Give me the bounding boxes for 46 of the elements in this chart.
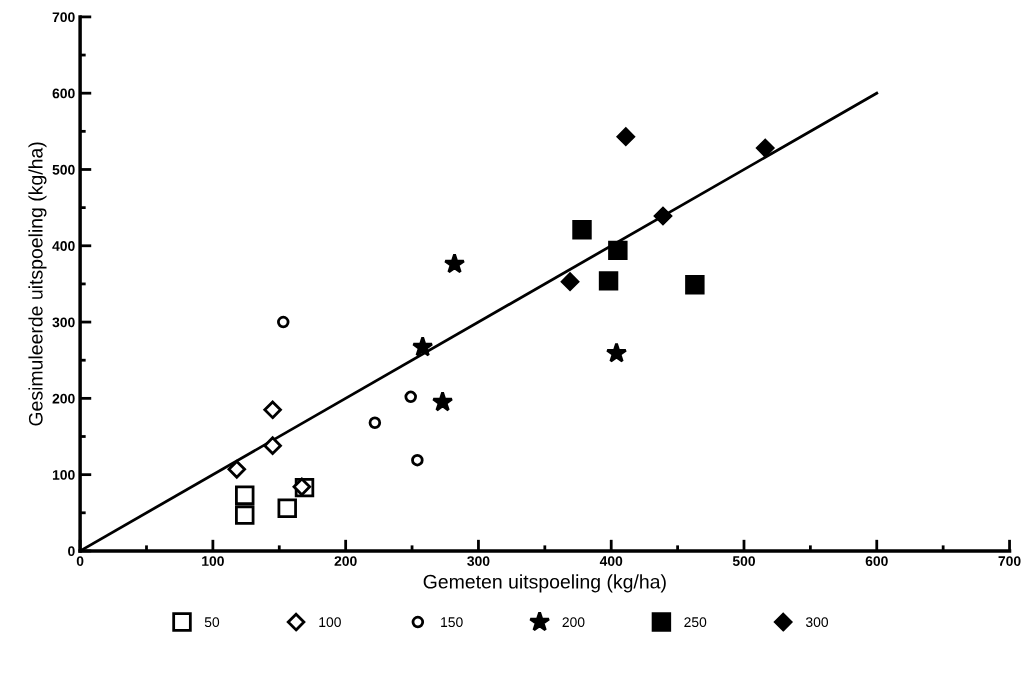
point bbox=[227, 460, 247, 479]
y-tick-label: 0 bbox=[68, 546, 75, 557]
legend-label: 200 bbox=[562, 617, 585, 628]
legend-label: 300 bbox=[805, 617, 829, 628]
point bbox=[431, 391, 454, 412]
point bbox=[412, 336, 434, 357]
x-tick-label: 600 bbox=[865, 556, 888, 566]
x-tick-label: 100 bbox=[202, 556, 224, 566]
point bbox=[755, 138, 775, 158]
y-tick-label: 300 bbox=[52, 317, 75, 328]
y-tick-label: 700 bbox=[52, 12, 75, 23]
y-tick-label: 500 bbox=[52, 164, 75, 175]
y-tick-label: 100 bbox=[52, 469, 75, 480]
point bbox=[605, 342, 628, 363]
legend-label: 250 bbox=[684, 617, 707, 628]
point bbox=[685, 274, 705, 295]
point bbox=[598, 271, 619, 291]
legend-label: 150 bbox=[441, 617, 463, 628]
x-tick-label: 400 bbox=[599, 556, 623, 566]
point bbox=[235, 505, 255, 525]
point bbox=[235, 485, 255, 505]
x-tick-label: 0 bbox=[76, 556, 84, 566]
legend-label: 100 bbox=[319, 617, 341, 628]
x-axis-title: Gemeten uitspoeling (kg/ha) bbox=[423, 574, 666, 593]
x-tick-label: 200 bbox=[334, 556, 357, 566]
y-tick-label: 400 bbox=[52, 241, 75, 251]
point bbox=[443, 252, 466, 274]
x-tick-label: 300 bbox=[467, 556, 490, 567]
point bbox=[263, 400, 282, 420]
point bbox=[277, 315, 290, 329]
point bbox=[572, 220, 592, 240]
y-tick-label: 200 bbox=[52, 393, 75, 404]
point bbox=[560, 272, 580, 291]
point bbox=[368, 416, 382, 430]
point bbox=[653, 206, 673, 226]
point bbox=[263, 436, 282, 455]
legend-label: 50 bbox=[204, 617, 220, 628]
point bbox=[277, 498, 297, 518]
point bbox=[608, 240, 628, 261]
y-tick-label: 600 bbox=[52, 88, 75, 99]
x-tick-label: 500 bbox=[732, 556, 756, 566]
y-axis-title: Gesimuleerde uitspoeling (kg/ha) bbox=[28, 142, 47, 426]
x-tick-label: 700 bbox=[998, 556, 1021, 566]
point bbox=[411, 453, 424, 467]
point bbox=[404, 390, 417, 404]
point bbox=[616, 127, 636, 146]
